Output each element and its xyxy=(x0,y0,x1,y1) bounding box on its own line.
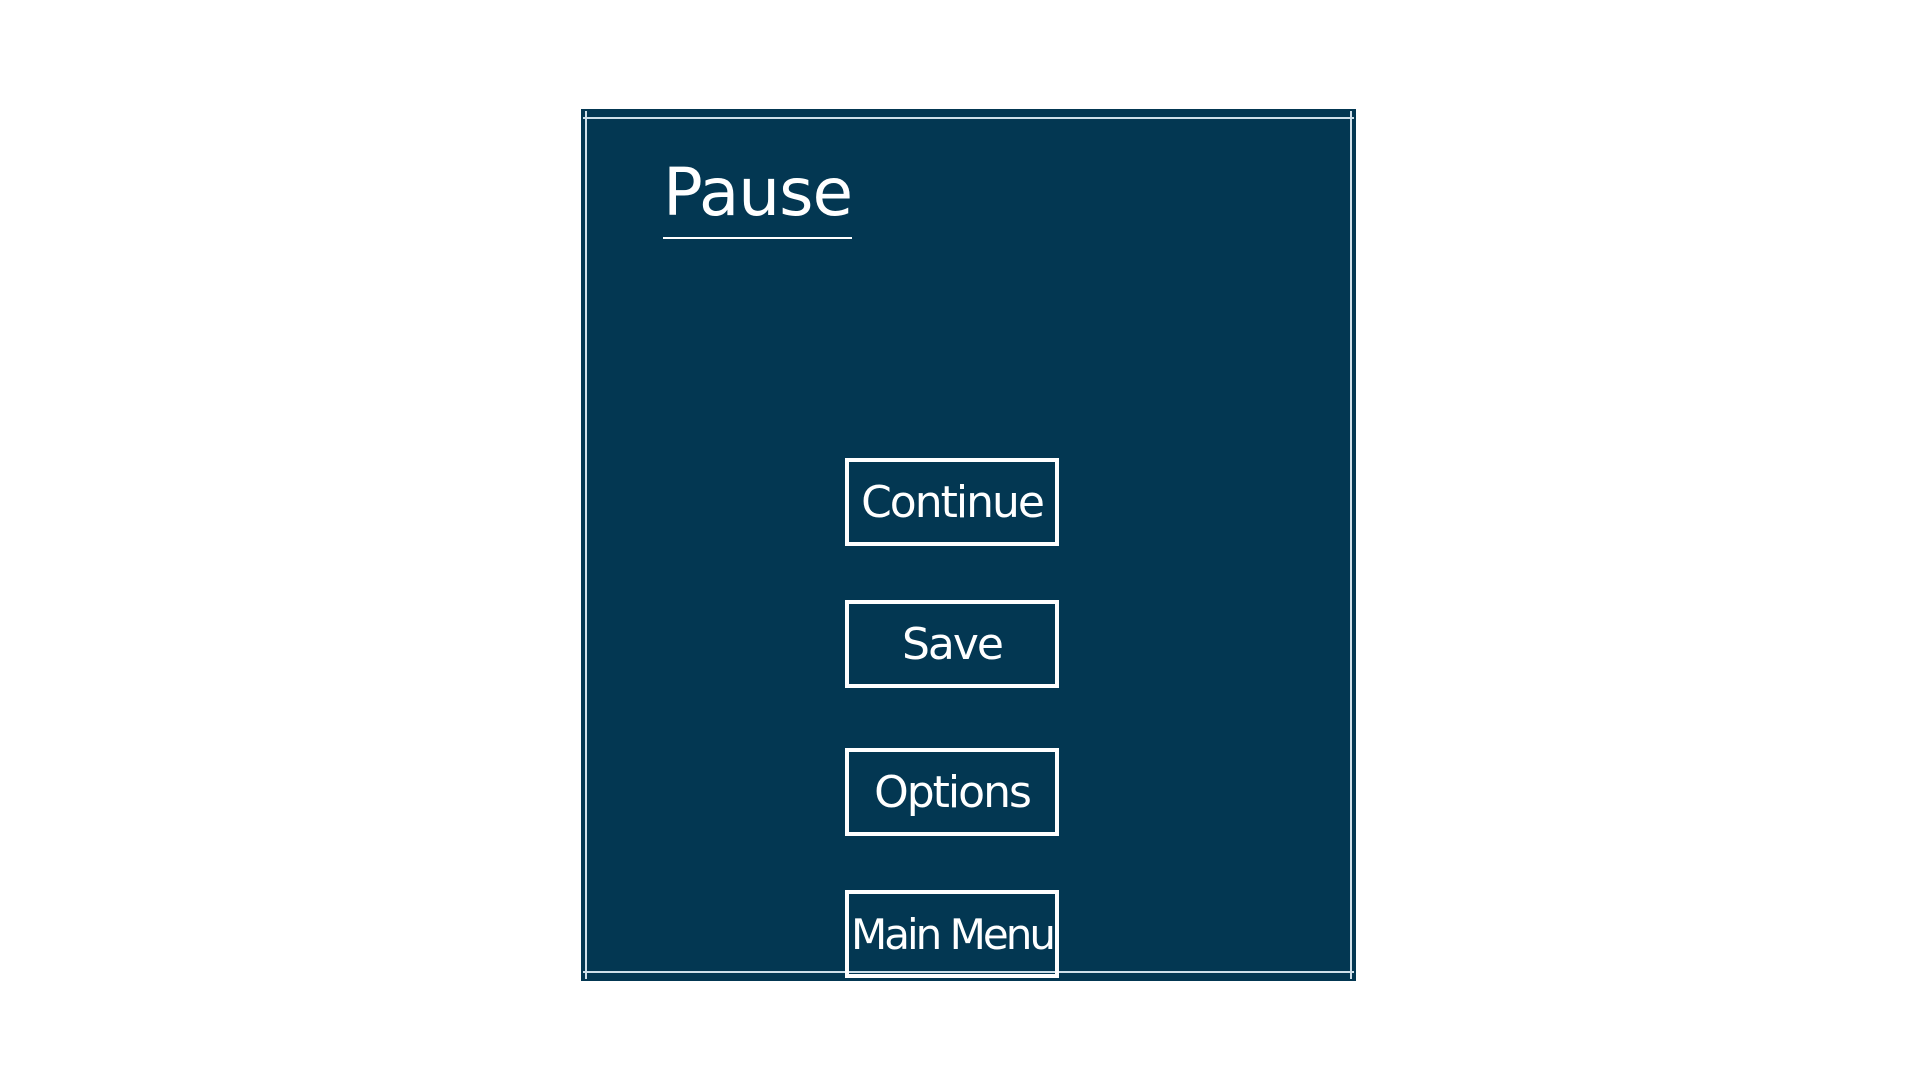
save-button[interactable]: Save xyxy=(845,600,1059,688)
panel-frame-right xyxy=(1350,111,1352,979)
continue-button[interactable]: Continue xyxy=(845,458,1059,546)
main-menu-button[interactable]: Main Menu xyxy=(845,890,1059,978)
panel-frame-bottom xyxy=(583,971,1354,973)
options-button[interactable]: Options xyxy=(845,748,1059,836)
pause-menu-panel: Pause Continue Save Options Main Menu xyxy=(581,109,1356,981)
panel-frame-top xyxy=(583,117,1354,119)
pause-title: Pause xyxy=(663,153,853,239)
panel-frame-left xyxy=(585,111,587,979)
